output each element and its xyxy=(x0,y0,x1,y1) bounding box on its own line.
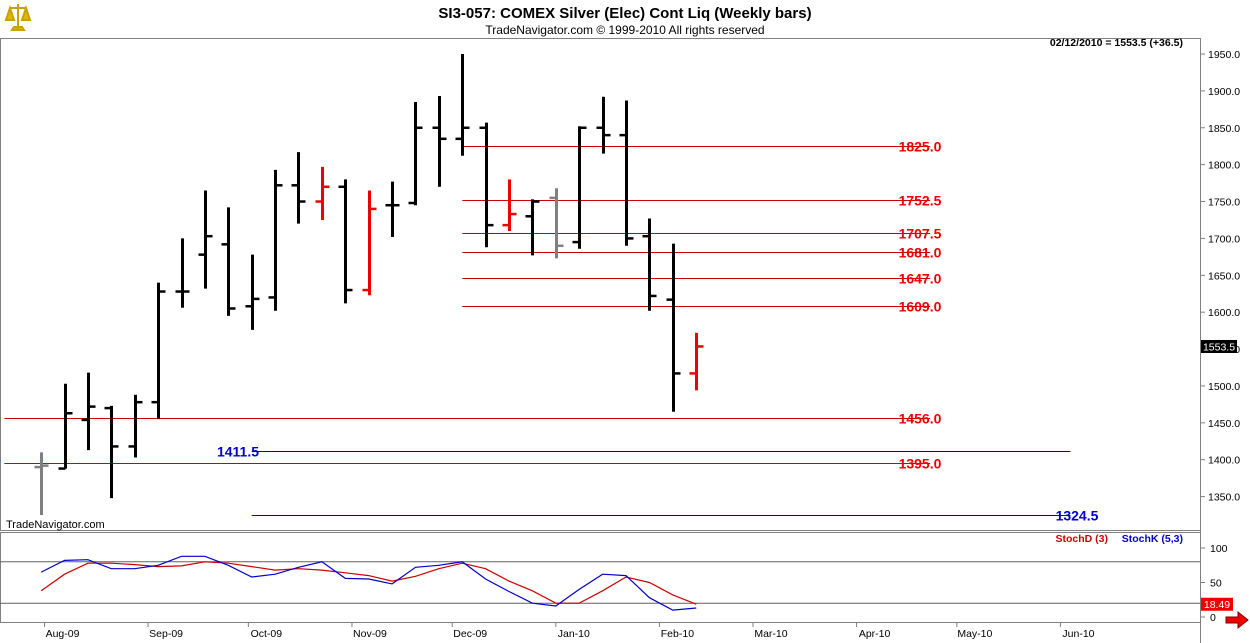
date-axis: Aug-09 Sep-09 Oct-09 Nov-09 Dec-09 Jan-10 Feb-… xyxy=(44,623,1095,640)
level-label: 1752.5 xyxy=(899,193,942,209)
ohlc-bar xyxy=(408,101,423,206)
price-tick-label: 1800.0 xyxy=(1208,160,1240,172)
price-tick-label: 1850.0 xyxy=(1208,123,1240,135)
ohlc-bar xyxy=(175,238,190,308)
stoch-tick-label: 0 xyxy=(1210,612,1216,624)
price-tick-label: 1750.0 xyxy=(1208,197,1240,209)
date-tick-label: Sep-09 xyxy=(149,628,183,640)
level-label: 1647.0 xyxy=(899,271,942,287)
stoch-tick-label: 100 xyxy=(1210,543,1228,555)
ohlc-bar xyxy=(245,254,260,330)
price-tick-label: 1900.0 xyxy=(1208,86,1240,98)
ohlc-bar xyxy=(596,96,611,154)
ohlc-bar xyxy=(268,169,283,311)
ohlc-bar xyxy=(479,122,494,248)
svg-text:1553.5: 1553.5 xyxy=(1203,341,1235,353)
legend-stochk: StochK (5,3) xyxy=(1122,533,1183,545)
level-label: 1707.5 xyxy=(899,226,942,242)
chart-title: SI3-057: COMEX Silver (Elec) Cont Liq (W… xyxy=(438,5,811,22)
scroll-right-arrow-icon[interactable] xyxy=(1225,610,1249,630)
ohlc-bar xyxy=(58,383,73,470)
ohlc-bar xyxy=(385,181,400,237)
price-tick-label: 1700.0 xyxy=(1208,233,1240,245)
ohlc-bar xyxy=(666,243,681,412)
price-tick-label: 1950.0 xyxy=(1208,49,1240,61)
date-tick-label: May-10 xyxy=(957,628,992,640)
last-value-info: 02/12/2010 = 1553.5 (+36.5) xyxy=(1050,37,1183,49)
ohlc-bar xyxy=(572,126,587,249)
ohlc-bar xyxy=(221,207,236,316)
date-tick-label: Feb-10 xyxy=(661,628,694,640)
date-tick-label: Nov-09 xyxy=(353,628,387,640)
ohlc-bar xyxy=(455,54,470,156)
date-tick-label: Jun-10 xyxy=(1062,628,1094,640)
level-label: 1324.5 xyxy=(1056,508,1099,524)
stoch-tick-label: 50 xyxy=(1210,578,1222,590)
ohlc-bar xyxy=(525,199,540,256)
trade-navigator-logo xyxy=(4,3,32,35)
ohlc-bar xyxy=(198,190,213,289)
ohlc-bar xyxy=(104,405,119,499)
ohlc-bar xyxy=(338,179,353,304)
ohlc-bar xyxy=(291,152,306,224)
date-tick-label: Oct-09 xyxy=(251,628,283,640)
stochastic-value-tag: 18.49 xyxy=(1201,597,1233,611)
legend-stochd: StochD (3) xyxy=(1056,533,1109,545)
price-tick-label: 1450.0 xyxy=(1208,418,1240,430)
svg-text:18.49: 18.49 xyxy=(1204,599,1230,611)
stochastic-oscillator: 0 50 100 xyxy=(0,543,1228,624)
last-price-tag: 1553.5 xyxy=(1201,339,1237,353)
price-tick-label: 1400.0 xyxy=(1208,455,1240,467)
ohlc-bar xyxy=(549,188,564,259)
stoch-line xyxy=(40,555,697,611)
level-label: 1411.5 xyxy=(217,444,259,460)
ohlc-bar xyxy=(502,179,517,232)
level-label: 1681.0 xyxy=(899,245,942,261)
date-tick-label: Aug-09 xyxy=(46,628,80,640)
ohlc-bar xyxy=(128,394,143,458)
date-tick-label: Mar-10 xyxy=(754,628,787,640)
price-tick-label: 1650.0 xyxy=(1208,270,1240,282)
chart-subtitle: TradeNavigator.com © 1999-2010 All right… xyxy=(485,23,764,37)
ohlc-bar xyxy=(362,190,377,296)
watermark: TradeNavigator.com xyxy=(6,519,105,531)
price-tick-label: 1600.0 xyxy=(1208,307,1240,319)
ohlc-bar xyxy=(642,218,657,311)
level-label: 1395.0 xyxy=(899,456,942,472)
ohlc-bars xyxy=(34,54,704,516)
price-tick-label: 1350.0 xyxy=(1208,492,1240,504)
date-tick-label: Apr-10 xyxy=(859,628,891,640)
ohlc-bar xyxy=(689,332,704,391)
ohlc-bar xyxy=(34,452,49,516)
ohlc-bar xyxy=(619,100,634,246)
level-label: 1456.0 xyxy=(899,411,942,427)
ohlc-bar xyxy=(432,96,447,187)
date-tick-label: Jan-10 xyxy=(558,628,590,640)
level-label: 1825.0 xyxy=(899,139,942,155)
ohlc-bar xyxy=(81,372,96,451)
level-label: 1609.0 xyxy=(899,299,942,315)
date-tick-label: Dec-09 xyxy=(453,628,487,640)
price-tick-label: 1500.0 xyxy=(1208,381,1240,393)
ohlc-bar xyxy=(315,166,330,220)
ohlc-bar xyxy=(151,282,166,420)
